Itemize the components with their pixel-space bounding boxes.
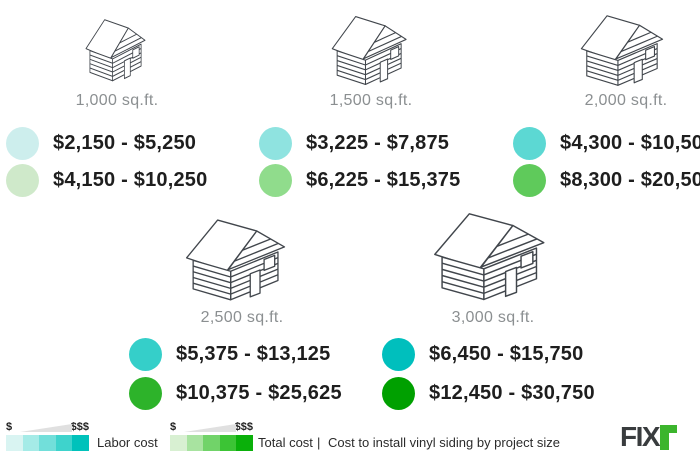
- total-cost-row: $10,375 - $25,625: [129, 377, 342, 410]
- labor-cost-value: $6,450 - $15,750: [429, 343, 584, 365]
- total-cost-value: $8,300 - $20,500: [560, 169, 700, 191]
- labor-cost-dot: [129, 338, 162, 371]
- total-cost-value: $12,450 - $30,750: [429, 382, 595, 404]
- total-cost-dot: [129, 377, 162, 410]
- total-cost-dot: [259, 164, 292, 197]
- labor-swatch-3: [39, 435, 56, 451]
- total-cost-dot: [6, 164, 39, 197]
- total-swatch-scale: [170, 435, 253, 451]
- labor-cost-row: $6,450 - $15,750: [382, 338, 583, 371]
- fixr-logo-text: FIX: [620, 421, 661, 452]
- total-cost-value: $10,375 - $25,625: [176, 382, 342, 404]
- project-size-label: 2,500 sq.ft.: [200, 309, 284, 326]
- total-swatch-2: [186, 435, 204, 451]
- total-cost-legend: $ $$$: [170, 421, 253, 451]
- labor-swatch-5: [72, 435, 89, 451]
- total-scale: $ $$$: [170, 421, 253, 433]
- total-swatch-3: [203, 435, 220, 451]
- project-size-label: 2,000 sq.ft.: [584, 92, 668, 109]
- scale-max-label: $$$: [70, 421, 89, 433]
- labor-swatch-2: [22, 435, 40, 451]
- total-cost-row: $12,450 - $30,750: [382, 377, 595, 410]
- project-size-label: 3,000 sq.ft.: [451, 309, 535, 326]
- fixr-logo-r-icon: [660, 425, 678, 450]
- labor-swatch-4: [55, 435, 73, 451]
- total-cost-row: $6,225 - $15,375: [259, 164, 460, 197]
- log-cabin-house-icon: [434, 213, 545, 301]
- labor-cost-dot: [259, 127, 292, 160]
- total-legend-label: Total cost: [258, 435, 313, 450]
- total-cost-dot: [513, 164, 546, 197]
- labor-cost-row: $4,300 - $10,500: [513, 127, 700, 160]
- labor-cost-value: $3,225 - $7,875: [306, 132, 450, 154]
- infographic-caption: Cost to install vinyl siding by project …: [328, 435, 560, 450]
- labor-scale: $ $$$: [6, 421, 89, 433]
- total-swatch-4: [219, 435, 237, 451]
- labor-cost-dot: [6, 127, 39, 160]
- labor-cost-value: $4,300 - $10,500: [560, 132, 700, 154]
- scale-min-label: $: [6, 421, 13, 433]
- scale-max-label: $$$: [234, 421, 253, 433]
- gradient-wedge-icon: [184, 424, 236, 432]
- labor-cost-legend: $ $$$: [6, 421, 89, 451]
- log-cabin-house-icon: [580, 15, 664, 86]
- total-swatch-1: [170, 435, 187, 451]
- labor-legend-label: Labor cost: [97, 435, 158, 450]
- total-cost-value: $6,225 - $15,375: [306, 169, 461, 191]
- log-cabin-house-icon: [85, 19, 146, 82]
- labor-cost-dot: [382, 338, 415, 371]
- labor-cost-dot: [513, 127, 546, 160]
- gradient-wedge-icon: [20, 424, 72, 432]
- labor-cost-row: $3,225 - $7,875: [259, 127, 449, 160]
- labor-cost-value: $5,375 - $13,125: [176, 343, 331, 365]
- fixr-logo: FIX: [620, 421, 678, 452]
- total-cost-row: $8,300 - $20,500: [513, 164, 700, 197]
- total-cost-row: $4,150 - $10,250: [6, 164, 207, 197]
- total-cost-dot: [382, 377, 415, 410]
- caption-separator: |: [317, 435, 321, 450]
- total-cost-value: $4,150 - $10,250: [53, 169, 208, 191]
- total-swatch-5: [236, 435, 253, 451]
- log-cabin-house-icon: [185, 219, 286, 301]
- labor-swatch-1: [6, 435, 23, 451]
- labor-swatch-scale: [6, 435, 89, 451]
- project-size-label: 1,500 sq.ft.: [329, 92, 413, 109]
- project-size-label: 1,000 sq.ft.: [75, 92, 159, 109]
- labor-cost-row: $2,150 - $5,250: [6, 127, 196, 160]
- labor-cost-value: $2,150 - $5,250: [53, 132, 197, 154]
- log-cabin-house-icon: [331, 15, 407, 86]
- scale-min-label: $: [170, 421, 177, 433]
- labor-cost-row: $5,375 - $13,125: [129, 338, 330, 371]
